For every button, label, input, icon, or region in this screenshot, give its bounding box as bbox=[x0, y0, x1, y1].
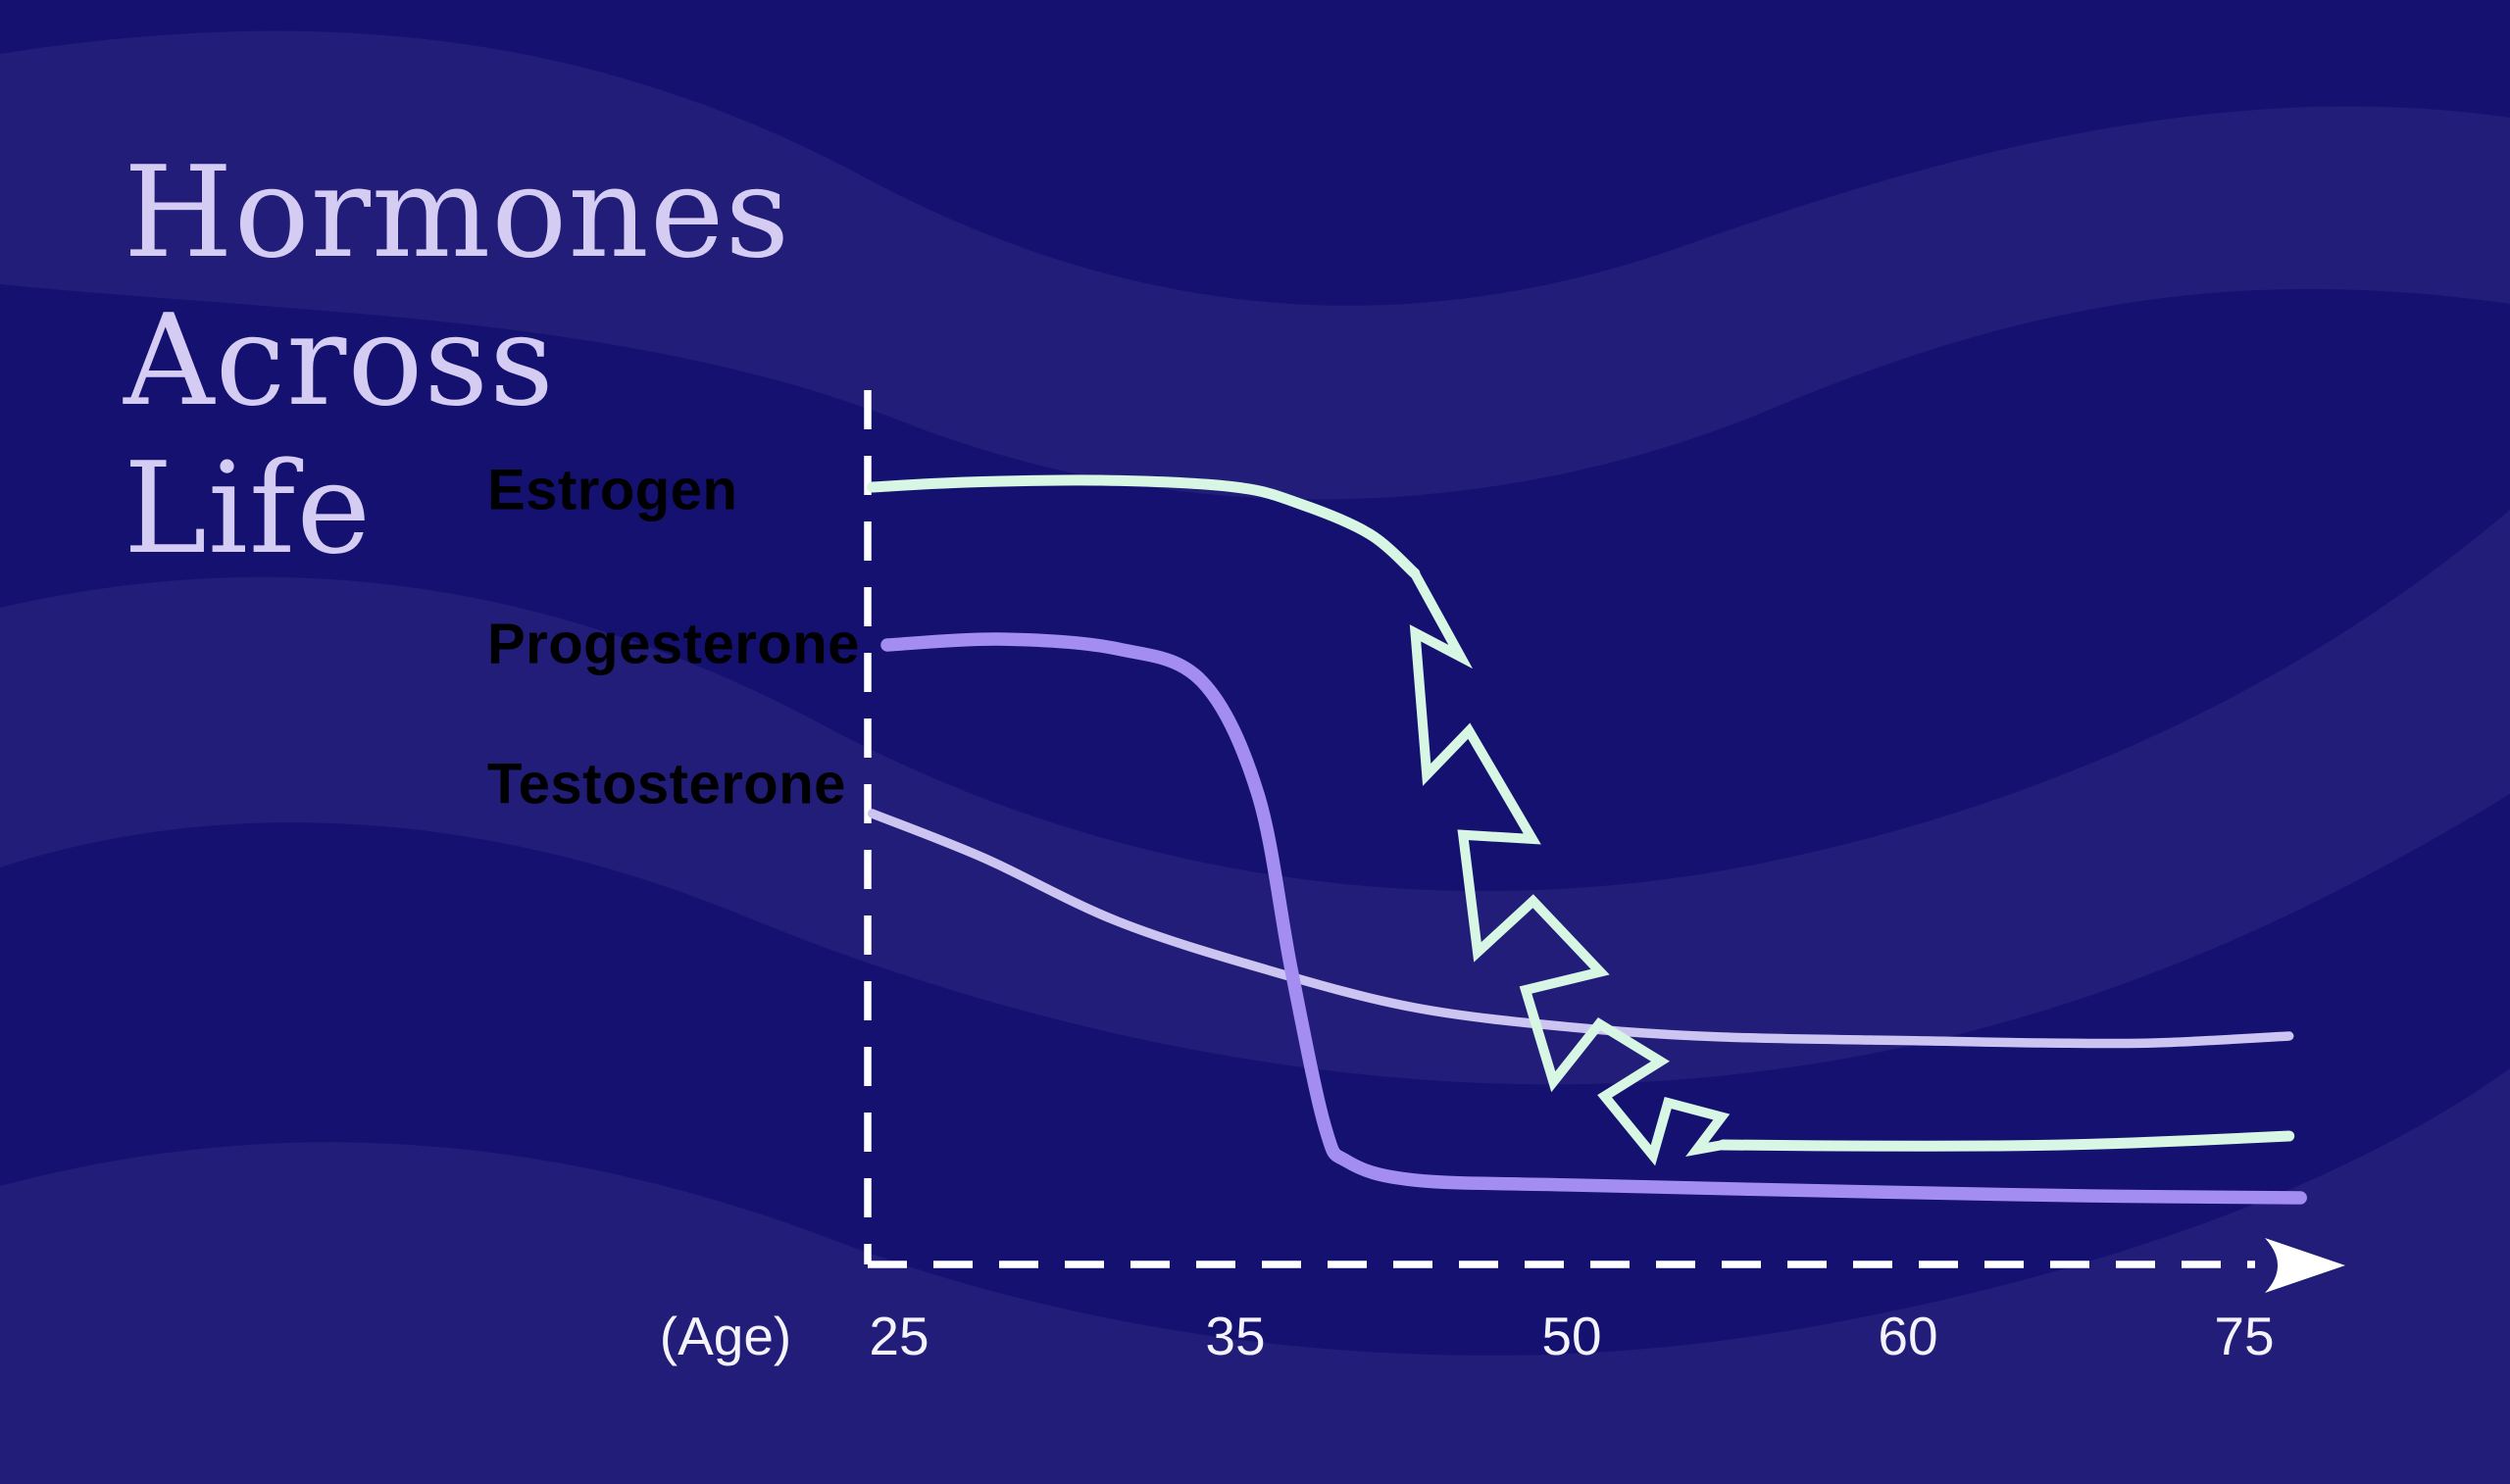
x-axis-age-label: (Age) bbox=[659, 1306, 792, 1366]
x-tick-label-25: 25 bbox=[869, 1306, 929, 1366]
page-title-line-3: Life bbox=[124, 435, 373, 582]
page-title: Hormones Across Life bbox=[124, 139, 790, 583]
x-tick-label-60: 60 bbox=[1878, 1306, 1938, 1366]
x-axis-arrowhead-icon bbox=[2265, 1238, 2345, 1293]
x-tick-label-35: 35 bbox=[1205, 1306, 1266, 1366]
legend-label-testosterone: Testosterone bbox=[487, 752, 846, 816]
x-tick-label-50: 50 bbox=[1541, 1306, 1602, 1366]
legend-label-progesterone: Progesterone bbox=[487, 612, 860, 676]
x-tick-label-75: 75 bbox=[2214, 1306, 2275, 1366]
background-wave-bottom bbox=[0, 1068, 2510, 1484]
testosterone-curve bbox=[867, 809, 2294, 1049]
legend-label-estrogen: Estrogen bbox=[487, 458, 738, 522]
progesterone-curve bbox=[880, 632, 2307, 1205]
estrogen-curve-before-drop bbox=[867, 474, 1421, 579]
background-wave-middle bbox=[0, 510, 2510, 1085]
estrogen-fluctuation-zigzag bbox=[1409, 569, 1731, 1166]
page-title-line-2: Across bbox=[124, 287, 555, 434]
background-wave-top bbox=[0, 30, 2510, 500]
page-title-line-1: Hormones bbox=[124, 139, 791, 286]
estrogen-curve-after-drop bbox=[1717, 1130, 2295, 1152]
